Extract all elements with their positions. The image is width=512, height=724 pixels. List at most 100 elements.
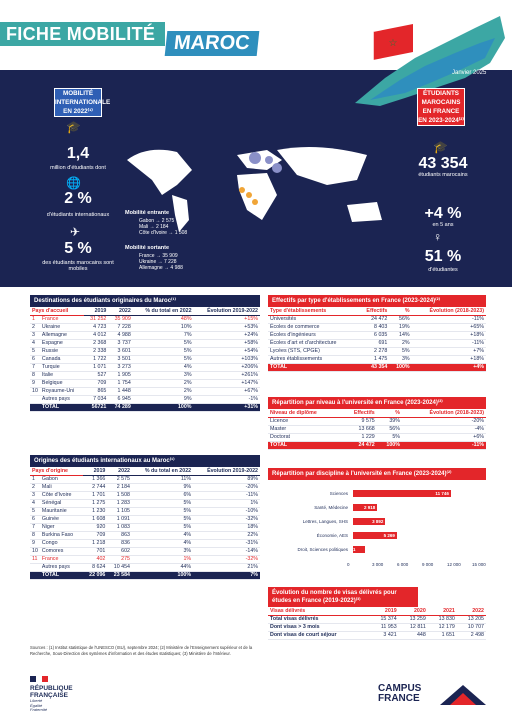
bar-value: 2 918	[364, 505, 376, 510]
table-cell: 1 229	[340, 433, 377, 442]
table-cell: 31 252	[83, 315, 109, 324]
tick-label: 9 000	[422, 562, 434, 567]
table-cell: TOTAL	[268, 363, 358, 372]
tick-label: 12 000	[447, 562, 461, 567]
left-stat-2-label: d'étudiants internationaux	[46, 212, 110, 218]
country-title: MAROC	[164, 31, 259, 56]
table-cell: 3	[30, 491, 40, 500]
table-cell: 1 091	[107, 515, 132, 524]
table-cell: 5%	[132, 339, 194, 348]
visas-table: Visas délivrés 2019 2020 2021 2022 Total vis…	[268, 607, 486, 640]
table-cell: 2%	[132, 387, 194, 396]
table-cell: 8 624	[82, 563, 108, 572]
table-cell: 1 071	[83, 363, 109, 372]
bar: 2 918	[353, 504, 378, 511]
table-cell: 6 945	[108, 395, 133, 404]
table-cell: 1	[30, 475, 40, 484]
table-cell: 10	[30, 387, 40, 396]
table-cell: 1	[30, 315, 40, 324]
table-cell: 5	[30, 507, 40, 516]
table-row: 2 Mali 2 744 2 184 9% -20%	[30, 483, 260, 492]
table-row: 1 France 31 252 35 909 48% +15%	[30, 315, 260, 324]
table-cell: 2 498	[456, 631, 486, 640]
table-cell: 2 184	[107, 483, 132, 492]
table-cell: 56721	[83, 403, 109, 412]
morocco-map-shape	[355, 16, 505, 106]
date-label: Janvier 2025	[452, 70, 487, 76]
table-row: TOTAL 56721 74 289 100% +31%	[30, 403, 260, 412]
table-cell: 24 472	[340, 441, 377, 450]
table-cell: 402	[82, 555, 108, 564]
table-cell: 9 575	[340, 417, 377, 426]
table-row: 2 Ukraine 4 723 7 228 10% +53%	[30, 323, 260, 332]
table-cell: 22 096	[82, 571, 108, 580]
page-title: FICHE MOBILITÉ	[6, 24, 156, 44]
table-row: 7 Turquie 1 071 3 273 4% +206%	[30, 363, 260, 372]
table-cell: 5%	[132, 355, 194, 364]
table-cell: 2%	[132, 379, 194, 388]
table-cell: 43 354	[357, 363, 390, 372]
table-cell: 5%	[389, 347, 412, 356]
table-cell: 44%	[131, 563, 194, 572]
table-cell: Italie	[39, 371, 84, 380]
table-row: Autres établissements 1 475 3% +18%	[268, 355, 486, 364]
table-cell: 56%	[376, 425, 402, 434]
table-cell: Burkina Faso	[39, 531, 83, 540]
legend-outbound: Mobilité sortante France → 35 909 Ukrain…	[125, 245, 183, 271]
table-cell	[30, 563, 40, 572]
table-cell: +7%	[411, 347, 486, 356]
table-cell: Belgique	[39, 379, 84, 388]
bar-value: 1 447	[353, 547, 361, 559]
table-cell: 1 283	[107, 499, 132, 508]
table-cell: 10 707	[456, 623, 486, 632]
table-cell: 4 723	[83, 323, 109, 332]
table-cell: 89%	[193, 475, 260, 484]
table-cell: 39%	[376, 417, 402, 426]
table-cell: 1 230	[82, 507, 108, 516]
table-row: 5 Mauritanie 1 230 1 105 5% -10%	[30, 507, 260, 516]
table-cell: 2 368	[83, 339, 109, 348]
establishments-table: Type d'établissements Effectifs% Évolution…	[268, 307, 486, 372]
right-stat-1: 43 354	[418, 155, 468, 172]
table-cell: 1 905	[108, 371, 133, 380]
table-cell: +58%	[193, 339, 260, 348]
table-cell: 1 508	[107, 491, 132, 500]
table-cell: 56%	[389, 315, 412, 324]
table-cell: 3 737	[108, 339, 133, 348]
table-cell: 12 811	[398, 623, 428, 632]
table-row: TOTAL 24 472 100% -11%	[268, 441, 486, 450]
right-stat-3-label: d'étudiantes	[428, 267, 458, 273]
table-cell: +6%	[401, 433, 486, 442]
table-cell: TOTAL	[268, 441, 341, 450]
table-cell: +15%	[193, 315, 260, 324]
table-cell: 4%	[132, 363, 194, 372]
table-cell: Doctorat	[268, 433, 341, 442]
bar-label: Droit, Sciences politiques	[297, 547, 348, 552]
table-cell: 4%	[131, 531, 194, 540]
table-row: Lycées (STS, CPGE) 2 278 5% +7%	[268, 347, 486, 356]
right-stat-3: 51 %	[424, 248, 462, 265]
table-cell: +103%	[193, 355, 260, 364]
table-cell: Autres pays	[39, 563, 83, 572]
levels-title: Répartition par niveau à l'université en…	[268, 397, 486, 409]
table-cell: 1 651	[427, 631, 457, 640]
table-row: 7 Niger 920 1 083 5% 18%	[30, 523, 260, 532]
bar-value: 5 269	[383, 533, 395, 538]
origins-title: Origines des étudiants internationaux au…	[30, 455, 260, 467]
table-cell: 7 228	[108, 323, 133, 332]
table-cell: 1%	[131, 555, 194, 564]
table-cell: 3 601	[108, 347, 133, 356]
bar-label: Santé, Médecine	[314, 505, 348, 510]
table-cell: Comores	[39, 547, 83, 556]
table-cell: 13 668	[340, 425, 377, 434]
table-cell: 6 035	[357, 331, 390, 340]
table-cell: Écoles d'ingénieurs	[268, 331, 358, 340]
table-cell: -32%	[193, 515, 260, 524]
bar-label: Économie, AES	[316, 533, 348, 538]
table-cell: 2	[30, 323, 40, 332]
table-cell: Master	[268, 425, 341, 434]
plane-icon: ✈	[70, 225, 81, 239]
table-cell: 4%	[131, 539, 194, 548]
table-cell: 3 501	[108, 355, 133, 364]
table-cell: 4 012	[83, 331, 109, 340]
